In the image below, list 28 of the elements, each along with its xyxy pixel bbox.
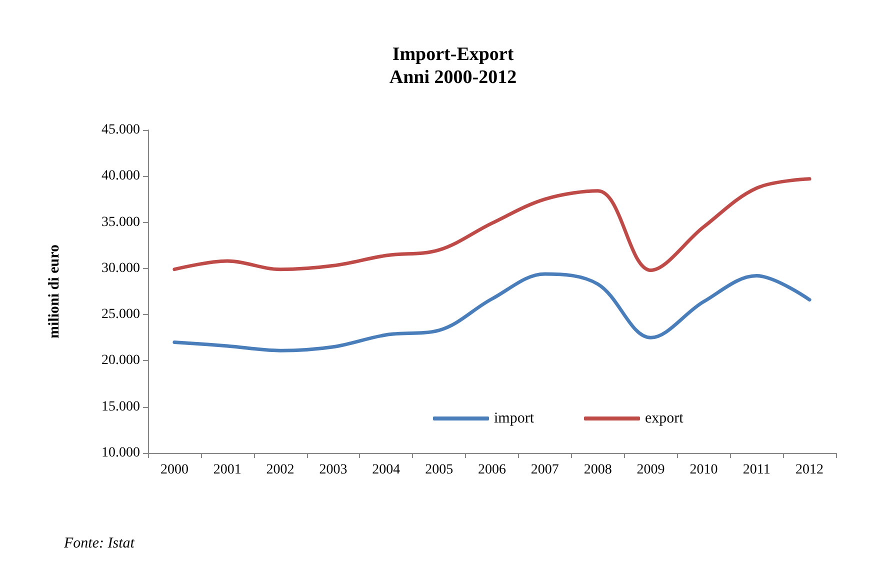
x-tick-label: 2003: [319, 462, 348, 478]
legend-label: import: [494, 410, 535, 426]
x-tick-label: 2009: [636, 462, 665, 478]
y-axis-title: milioni di euro: [46, 244, 62, 338]
y-tick-label: 40.000: [102, 168, 140, 184]
line-series: [172, 177, 812, 272]
x-tick-label: 2004: [372, 462, 400, 478]
y-tick-label: 20.000: [102, 353, 140, 368]
x-tick-label: 2012: [796, 462, 824, 478]
x-tick-label: 2005: [425, 462, 454, 478]
y-tick-label: 30.000: [102, 260, 140, 276]
x-tick-label: 2010: [690, 462, 718, 478]
legend-label: export: [645, 410, 684, 426]
x-tick-label: 2006: [478, 462, 506, 478]
y-tick-label: 15.000: [102, 399, 140, 414]
x-tick-label: 2011: [742, 462, 770, 478]
x-tick-label: 2001: [213, 462, 242, 478]
y-tick-label: 10.000: [102, 446, 140, 460]
x-tick-label: 2000: [160, 462, 188, 478]
chart-title: Import-Export Anni 2000-2012: [389, 44, 517, 88]
y-tick-label: 45.000: [102, 122, 140, 138]
x-tick-label: 2008: [584, 462, 612, 478]
line-series: [172, 272, 812, 352]
source-note: Fonte: Istat: [63, 536, 136, 552]
y-tick-label: 35.000: [102, 214, 140, 230]
y-tick-label: 25.000: [102, 307, 140, 322]
x-tick-label: 2007: [530, 462, 559, 478]
x-tick-label: 2002: [266, 462, 294, 478]
